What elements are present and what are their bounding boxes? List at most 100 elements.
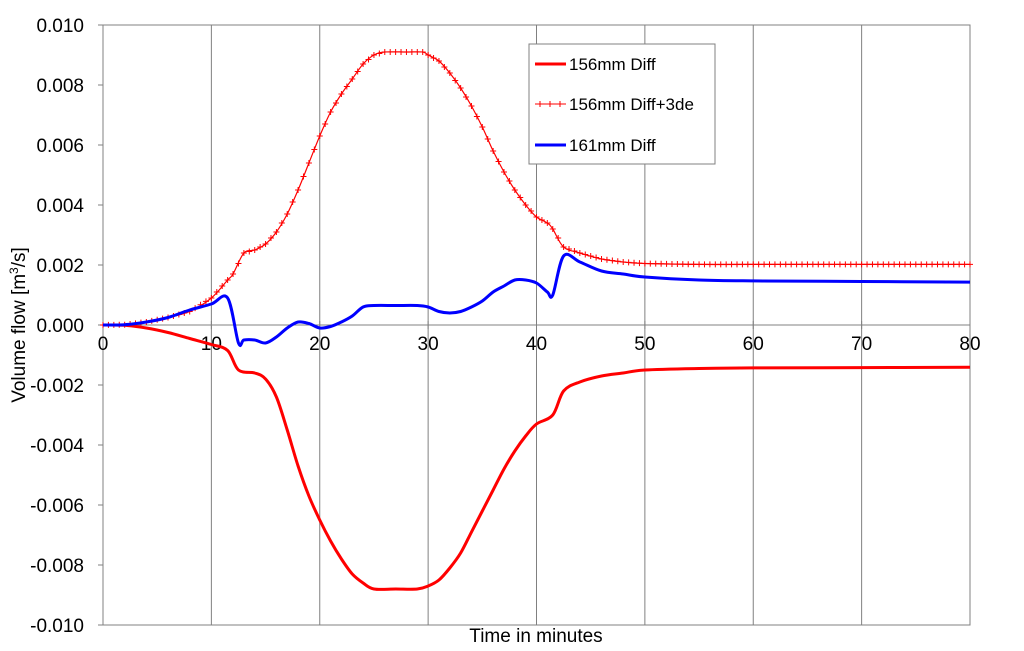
series-156mm-diff [102,323,971,591]
plus-marker [788,261,795,268]
plus-marker [750,261,757,268]
legend-plus-marker [547,101,553,107]
plus-marker [300,173,307,180]
plus-marker [706,261,713,268]
plus-marker [696,261,703,268]
plus-marker [755,261,762,268]
x-tick-label-30: 30 [418,334,439,355]
plus-marker [847,261,854,268]
y-tick-label-2: 0.006 [36,136,84,157]
plus-marker [495,158,502,165]
plus-marker [219,283,226,289]
plus-marker [771,261,778,268]
y-tick-label-5: 0.000 [36,316,84,337]
plus-marker [641,260,648,267]
plus-marker [365,56,372,63]
plus-marker [631,259,638,266]
plus-marker [674,261,681,268]
plus-marker [327,109,334,115]
plus-marker [208,295,215,301]
plus-marker [387,49,394,55]
plus-marker [967,261,973,268]
plus-marker [251,247,258,253]
plus-marker [224,277,231,283]
plus-marker [950,261,957,268]
y-tick-label-1: 0.008 [36,76,84,97]
plus-marker [484,136,491,142]
plus-marker [831,261,838,268]
x-tick-label-70: 70 [851,334,872,355]
plus-marker [690,261,697,268]
plus-marker [934,261,941,268]
legend-label-161mm-diff: 161mm Diff [569,136,656,155]
y-tick-label-3: 0.004 [36,196,84,217]
plus-marker [663,260,670,267]
plus-marker [945,261,952,268]
plus-marker [316,133,323,139]
plus-marker [712,261,719,268]
y-axis-title-tail: /s] [9,247,30,267]
plus-marker [360,61,367,67]
plus-marker [874,261,881,268]
plus-marker [213,289,220,295]
plus-marker [620,259,627,265]
series-line-161mm-diff [102,252,971,348]
x-tick-label-0: 0 [98,334,109,355]
plus-marker [240,250,247,256]
plus-marker [793,261,800,268]
plus-marker [381,49,388,55]
plus-marker [799,261,806,268]
y-tick-label-0: 0.010 [36,16,84,37]
plus-marker [528,208,535,214]
plus-marker [289,199,296,205]
plus-marker [885,261,892,268]
plus-marker [468,103,475,109]
plus-marker [815,261,822,268]
plus-marker [463,94,470,100]
plus-marker [311,146,318,153]
plus-marker [538,217,545,223]
plus-marker [891,261,898,268]
plus-marker [473,113,480,120]
plus-marker [262,241,269,247]
plus-marker [593,254,600,261]
plus-marker [419,49,426,55]
y-tick-label-10: -0.010 [30,616,84,637]
plus-marker [392,49,399,55]
plus-marker [441,64,448,70]
plus-marker [333,100,340,106]
plus-marker [246,248,253,255]
plus-marker [202,298,209,305]
plus-marker [555,235,562,241]
plus-marker [744,261,751,268]
plus-marker [376,50,383,57]
legend-plus-marker [537,101,543,107]
plus-marker [479,124,486,130]
plus-marker [571,248,578,254]
plus-marker [370,52,377,58]
plus-marker [430,55,437,61]
plus-marker [717,261,724,268]
y-axis-title: Volume flow [m3/s] [7,247,30,403]
plus-marker [907,261,914,268]
plus-marker [853,261,860,268]
plus-marker [338,91,345,97]
plus-marker [761,261,768,268]
plus-marker [609,257,616,264]
plus-marker [739,261,746,268]
plus-marker [880,261,887,268]
plus-marker [723,261,730,268]
plus-marker [533,214,540,220]
plus-marker [668,260,675,267]
series-156mm-diff-3de [100,49,973,328]
plus-marker [901,261,908,268]
plus-marker [658,260,665,267]
plus-marker [273,229,280,235]
data-series [100,49,973,591]
y-tick-label-8: -0.006 [30,496,84,517]
x-tick-label-40: 40 [526,334,547,355]
plus-marker [685,261,692,268]
plus-marker [349,76,356,82]
plus-marker [733,261,740,268]
